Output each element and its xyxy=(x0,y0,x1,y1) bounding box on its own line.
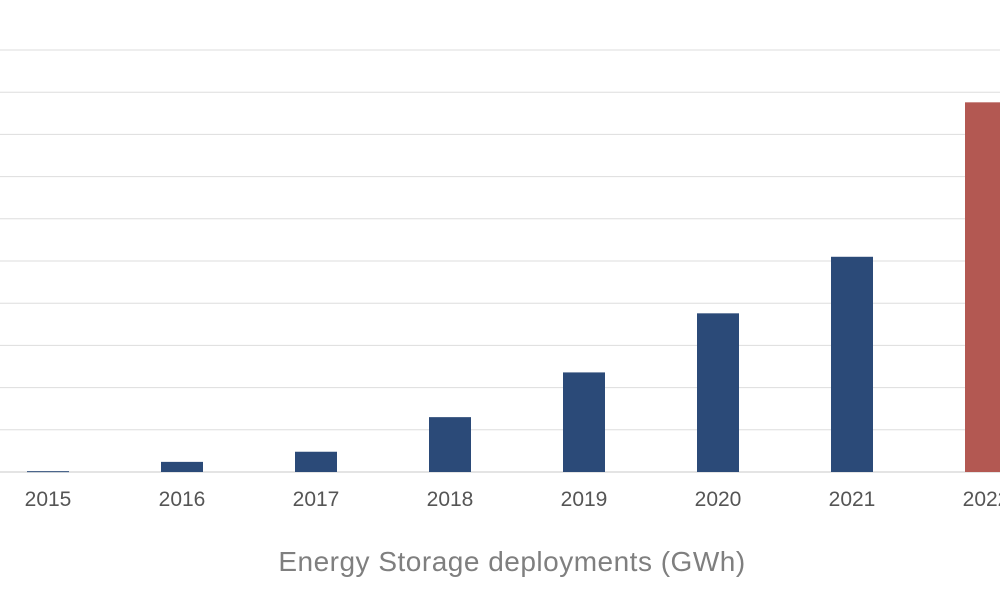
x-tick-label: 2020 xyxy=(695,488,742,511)
bar-2015 xyxy=(27,471,69,473)
x-tick-label: 2016 xyxy=(159,488,206,511)
bar-2020 xyxy=(697,313,739,472)
bar-2021 xyxy=(831,256,873,472)
x-tick-label: 2017 xyxy=(293,488,340,511)
x-tick-label: 2021 xyxy=(829,488,876,511)
x-tick-labels: 2015 2016 2017 2018 2019 2020 2021 2022 xyxy=(25,488,1000,511)
x-tick-label: 2022 xyxy=(963,488,1000,511)
x-axis-title: Energy Storage deployments (GWh) xyxy=(278,546,745,577)
x-tick-label: 2019 xyxy=(561,488,608,511)
bar-2016 xyxy=(161,461,203,472)
bar-2019 xyxy=(563,372,605,472)
bar-2022 xyxy=(965,102,1000,472)
x-tick-label: 2015 xyxy=(25,488,72,511)
bar-2018 xyxy=(429,417,471,472)
bar-2017 xyxy=(295,451,337,472)
bars xyxy=(27,102,1000,473)
x-tick-label: 2018 xyxy=(427,488,474,511)
